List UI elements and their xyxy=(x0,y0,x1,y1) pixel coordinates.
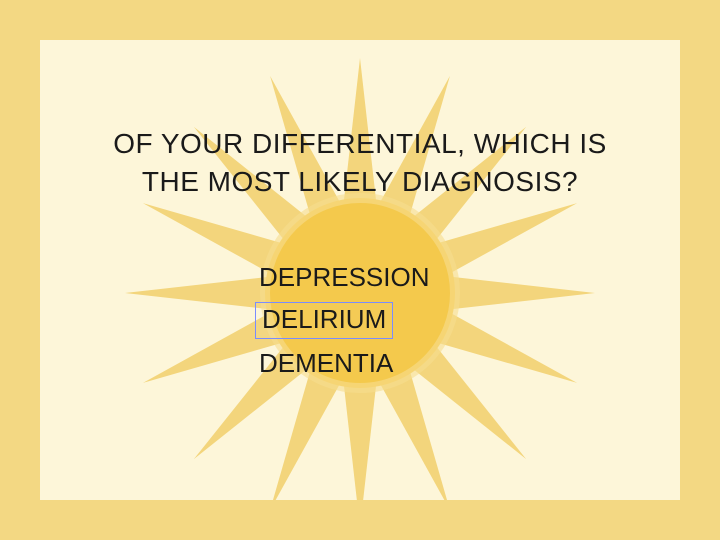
option-item: DEPRESSION xyxy=(255,261,680,303)
options-list: DEPRESSION DELIRIUM DEMENTIA xyxy=(40,261,680,389)
option-item: DELIRIUM xyxy=(255,302,680,347)
title-line-2: THE MOST LIKELY DIAGNOSIS? xyxy=(142,166,578,197)
option-delirium-highlighted: DELIRIUM xyxy=(255,302,393,339)
slide-content: OF YOUR DIFFERENTIAL, WHICH IS THE MOST … xyxy=(40,40,680,389)
option-depression: DEPRESSION xyxy=(255,261,434,295)
option-item: DEMENTIA xyxy=(255,347,680,389)
slide-title: OF YOUR DIFFERENTIAL, WHICH IS THE MOST … xyxy=(40,125,680,201)
slide-outer-frame: OF YOUR DIFFERENTIAL, WHICH IS THE MOST … xyxy=(0,0,720,540)
option-dementia: DEMENTIA xyxy=(255,347,397,381)
slide-inner-frame: OF YOUR DIFFERENTIAL, WHICH IS THE MOST … xyxy=(40,40,680,500)
title-line-1: OF YOUR DIFFERENTIAL, WHICH IS xyxy=(113,128,607,159)
